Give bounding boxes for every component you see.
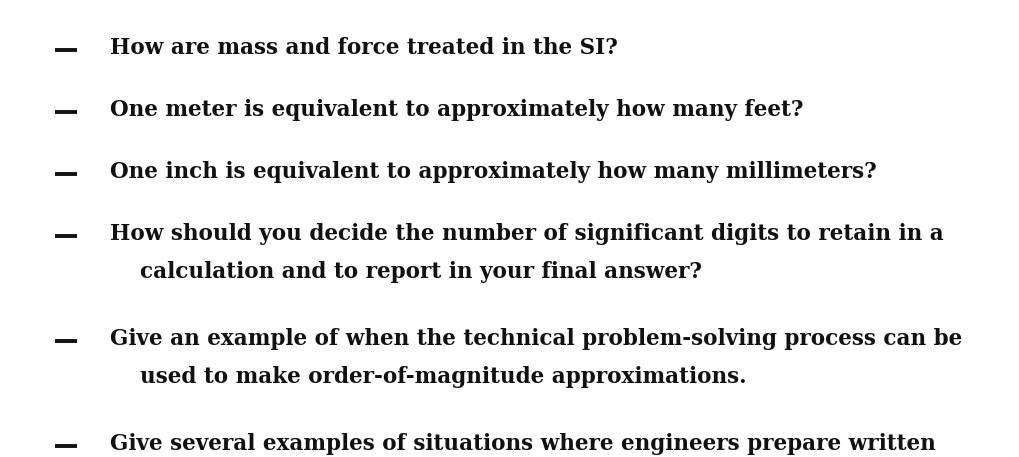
- Text: calculation and to report in your final answer?: calculation and to report in your final …: [110, 261, 702, 283]
- Text: One inch is equivalent to approximately how many millimeters?: One inch is equivalent to approximately …: [110, 161, 876, 183]
- Text: Give an example of when the technical problem-solving process can be: Give an example of when the technical pr…: [110, 328, 962, 350]
- Text: How should you decide the number of significant digits to retain in a: How should you decide the number of sign…: [110, 223, 944, 245]
- Text: used to make order-of-magnitude approximations.: used to make order-of-magnitude approxim…: [110, 366, 747, 388]
- Text: Give several examples of situations where engineers prepare written: Give several examples of situations wher…: [110, 433, 935, 455]
- Text: How are mass and force treated in the SI?: How are mass and force treated in the SI…: [110, 37, 618, 59]
- Text: One meter is equivalent to approximately how many feet?: One meter is equivalent to approximately…: [110, 99, 804, 121]
